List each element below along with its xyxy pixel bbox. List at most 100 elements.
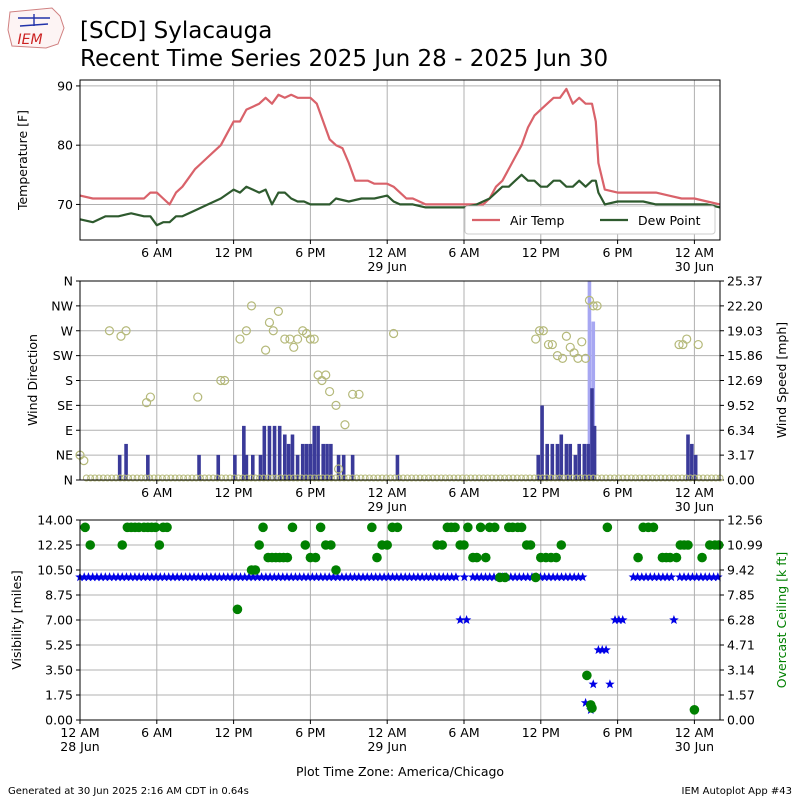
x-tick-date-label: 29 Jun: [367, 739, 406, 754]
calm-direction-marker: [403, 474, 411, 482]
calm-direction-marker: [627, 474, 635, 482]
wind-speed-bar: [586, 443, 590, 480]
visibility-marker: [117, 572, 127, 582]
visibility-marker: [669, 615, 679, 624]
wind-speed-bar: [272, 425, 277, 480]
wind-speed-ylabel: Wind Speed [mph]: [774, 322, 789, 438]
calm-direction-marker: [218, 474, 226, 482]
gust-bar: [587, 281, 592, 480]
visibility-marker: [218, 572, 229, 582]
x-tick-label: 12 AM: [675, 725, 714, 740]
visibility-marker: [387, 572, 398, 582]
visibility-marker: [489, 572, 499, 582]
wind-direction-marker: [693, 339, 703, 350]
calm-direction-marker: [644, 474, 652, 482]
wind-speed-bar: [559, 434, 564, 480]
wind-speed-bar: [197, 454, 201, 480]
calm-direction-marker: [429, 474, 437, 482]
calm-direction-marker: [686, 474, 694, 482]
ceiling-tick-label: 6.28: [727, 613, 755, 628]
axes-frame: [79, 79, 721, 241]
air-temp-line: [79, 87, 721, 206]
calm-direction-marker: [234, 474, 242, 482]
temperature-legend: Air Temp Dew Point: [464, 205, 716, 235]
wind-speed-bar: [573, 454, 578, 480]
visibility-marker: [662, 572, 672, 582]
visibility-marker: [561, 572, 571, 582]
speed-tick-label: 25.37: [727, 274, 763, 289]
calm-direction-marker: [695, 474, 703, 482]
x-tick-label: 6 AM: [141, 245, 172, 260]
wind-direction-marker: [534, 326, 545, 336]
wind-speed-bar: [267, 425, 272, 480]
visibility-marker: [605, 679, 615, 689]
calm-direction-marker: [129, 474, 137, 482]
visibility-marker: [248, 572, 258, 582]
speed-tick-label: 9.52: [727, 398, 755, 413]
ceiling-marker: [372, 552, 382, 563]
generated-footer: Generated at 30 Jun 2025 2:16 AM CDT in …: [8, 786, 249, 797]
visibility-marker: [556, 572, 567, 582]
speed-tick-label: 19.03: [727, 323, 763, 338]
calm-direction-marker: [340, 474, 348, 482]
wind-direction-marker: [340, 420, 350, 430]
wind-direction-marker: [220, 375, 230, 386]
wind-direction-marker: [289, 342, 299, 352]
visibility-marker: [375, 572, 385, 582]
calm-direction-marker: [344, 474, 352, 482]
ceiling-marker: [633, 552, 643, 563]
visibility-marker: [341, 572, 351, 582]
visibility-marker: [366, 572, 377, 582]
chart-title-line1: [SCD] Sylacauga: [80, 18, 272, 44]
visibility-marker: [451, 572, 461, 582]
wind-direction-marker: [531, 334, 541, 344]
visibility-marker: [180, 572, 191, 582]
visibility-tick-label: 1.75: [45, 688, 73, 703]
calm-direction-marker: [298, 474, 306, 482]
calm-direction-marker: [382, 474, 390, 482]
visibility-marker: [601, 645, 611, 654]
calm-direction-marker: [657, 474, 665, 482]
calm-direction-marker: [387, 474, 395, 482]
calm-direction-marker: [467, 474, 475, 482]
wind-speed-bar: [545, 443, 549, 480]
ceiling-marker: [154, 540, 165, 550]
calm-direction-marker: [484, 474, 492, 482]
visibility-marker: [206, 572, 216, 582]
speed-tick-label: 0.00: [727, 473, 755, 488]
wind-speed-bar: [350, 454, 355, 480]
calm-direction-marker: [264, 474, 272, 482]
visibility-tick-label: 5.25: [45, 638, 73, 653]
visibility-marker: [379, 572, 389, 582]
visibility-marker: [294, 572, 305, 582]
x-tick-label: 6 PM: [295, 485, 325, 500]
y-tick-label: 90: [57, 78, 73, 93]
wind-speed-bar: [577, 443, 581, 480]
visibility-marker: [290, 572, 301, 582]
wind-speed-bar: [564, 443, 569, 480]
visibility-marker: [172, 572, 182, 582]
visibility-marker: [417, 572, 427, 582]
wind-speed-bar: [316, 425, 320, 480]
wind-direction-marker: [389, 328, 399, 339]
calm-direction-marker: [606, 474, 614, 482]
calm-direction-marker: [509, 474, 517, 482]
x-tick-label: 12 AM: [368, 485, 407, 500]
visibility-marker: [214, 572, 225, 582]
visibility-ylabel: Visibility [miles]: [9, 570, 24, 669]
visibility-marker: [425, 572, 436, 582]
calm-direction-marker: [230, 474, 238, 482]
direction-tick-label: NW: [51, 298, 73, 313]
visibility-marker: [202, 572, 212, 582]
ceiling-marker: [287, 522, 298, 533]
calm-direction-marker: [496, 474, 504, 482]
wind-speed-bar: [325, 443, 329, 480]
wind-direction-marker: [561, 331, 572, 341]
calm-direction-marker: [374, 474, 382, 482]
calm-direction-marker: [572, 474, 580, 482]
visibility-marker: [713, 572, 723, 582]
wind-speed-bar: [300, 443, 305, 480]
wind-speed-bar: [277, 425, 282, 480]
calm-direction-marker: [505, 474, 513, 482]
ceiling-marker: [689, 705, 700, 715]
